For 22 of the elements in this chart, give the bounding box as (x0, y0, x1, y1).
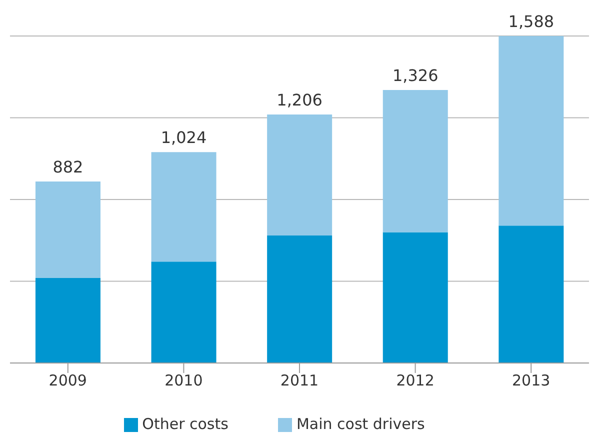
legend-label: Main cost drivers (296, 415, 425, 433)
bar (35, 278, 100, 363)
bar (267, 235, 332, 363)
x-tick-label: 2011 (280, 372, 319, 390)
annotation: 882 (52, 158, 84, 177)
x-tick-label: 2009 (48, 372, 87, 390)
bar (382, 90, 448, 232)
x-tick-label: 2010 (164, 372, 203, 390)
bar (267, 114, 332, 236)
annotation: 1,588 (508, 12, 554, 31)
bar (151, 262, 216, 363)
x-tick-label: 2013 (512, 372, 550, 390)
bar (382, 232, 448, 363)
annotation: 1,024 (160, 128, 207, 148)
annotation: 1,326 (392, 66, 438, 85)
bar (35, 182, 100, 278)
x-tick-label: 2012 (396, 372, 434, 390)
bar (498, 36, 564, 226)
annotation: 1,206 (276, 90, 322, 110)
bar (151, 152, 216, 262)
legend-label: Other costs (142, 415, 228, 433)
bar (498, 226, 564, 363)
